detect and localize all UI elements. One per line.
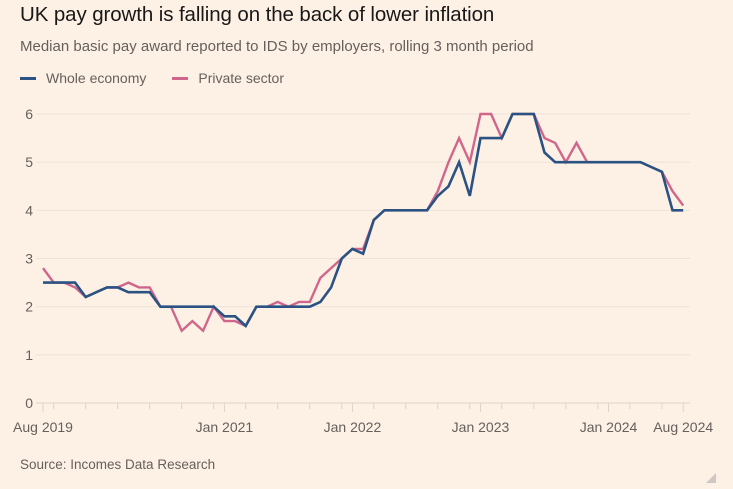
y-tick-label-3: 3 — [25, 251, 33, 267]
y-tick-label-6: 6 — [25, 106, 33, 122]
x-tick-label: Jan 2024 — [580, 419, 638, 435]
resize-handle-icon[interactable] — [706, 473, 716, 483]
legend-label-whole-economy: Whole economy — [46, 70, 147, 86]
legend-item-whole-economy: Whole economy — [20, 70, 146, 86]
legend-label-private-sector: Private sector — [198, 70, 284, 86]
legend-swatch-whole-economy — [20, 76, 36, 80]
source-note: Source: Incomes Data Research — [20, 457, 216, 472]
chart-subtitle: Median basic pay award reported to IDS b… — [20, 38, 534, 55]
y-tick-label-1: 1 — [25, 347, 33, 363]
x-tick-label: Jan 2023 — [452, 419, 510, 435]
series-lines — [42, 112, 685, 333]
series-line-private-sector — [42, 112, 685, 333]
legend-item-private-sector: Private sector — [172, 70, 284, 86]
gridlines — [36, 113, 690, 404]
legend-swatch-private-sector — [172, 76, 189, 80]
y-tick-label-0: 0 — [25, 395, 33, 411]
x-tick-label: Jan 2022 — [324, 419, 382, 435]
chart-title: UK pay growth is falling on the back of … — [20, 3, 495, 26]
x-axis: Aug 2019 Jan 2021 Jan 2022 Jan 2023 Jan 2024… — [13, 403, 713, 435]
y-tick-label-4: 4 — [25, 202, 33, 218]
legend: Whole economy Private sector — [20, 70, 284, 86]
y-tick-label-2: 2 — [25, 299, 33, 315]
y-tick-label-5: 5 — [25, 154, 33, 170]
x-tick-label: Aug 2024 — [653, 419, 713, 435]
y-axis: 0 1 2 3 4 5 6 — [25, 106, 33, 411]
x-tick-label: Jan 2021 — [196, 419, 254, 435]
x-tick-label: Aug 2019 — [13, 419, 73, 435]
series-line-whole-economy — [43, 112, 684, 328]
